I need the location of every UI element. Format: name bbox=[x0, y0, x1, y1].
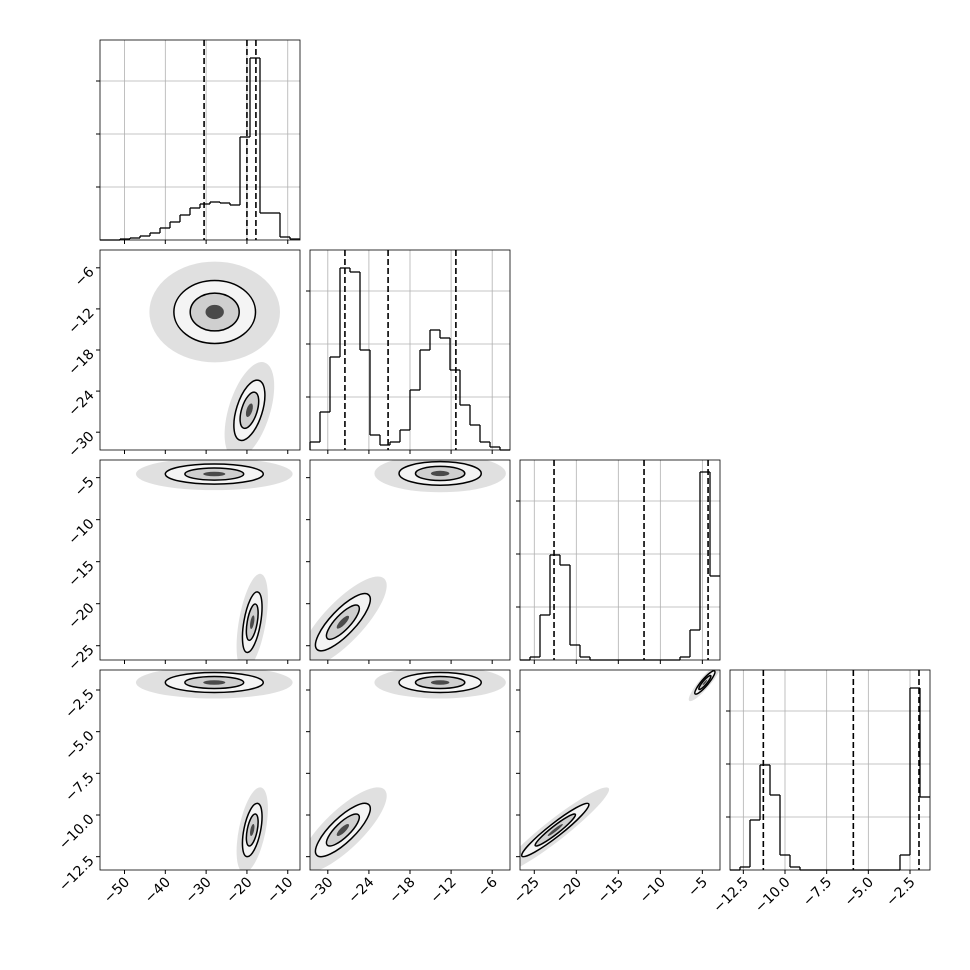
density-core bbox=[250, 823, 255, 836]
y-tick-label: −25 bbox=[65, 642, 97, 674]
x-tick-label: −30 bbox=[183, 874, 215, 906]
panel-frame bbox=[99, 249, 301, 451]
x-tick-label: −30 bbox=[304, 874, 336, 906]
y-tick-label: −12.5 bbox=[56, 853, 98, 895]
y-tick-label: −6 bbox=[72, 264, 98, 290]
density-core bbox=[203, 680, 226, 685]
y-tick-label: −5 bbox=[72, 474, 98, 500]
density-panel bbox=[520, 670, 720, 870]
density-panel bbox=[149, 261, 280, 450]
histogram-panel bbox=[306, 250, 510, 451]
x-tick-label: −12 bbox=[428, 874, 460, 906]
y-tick-label: −20 bbox=[65, 600, 97, 632]
x-tick-label: −2.5 bbox=[883, 874, 918, 909]
histogram-panel bbox=[516, 460, 720, 661]
y-tick-label: −10.0 bbox=[56, 811, 98, 853]
y-tick-label: −30 bbox=[65, 429, 97, 461]
y-tick-label: −24 bbox=[65, 387, 97, 419]
x-tick-label: −24 bbox=[345, 874, 377, 906]
panel-frame bbox=[99, 459, 301, 661]
density-core bbox=[336, 615, 350, 629]
x-tick-label: −5.0 bbox=[842, 874, 877, 909]
y-tick-label: −2.5 bbox=[62, 686, 97, 721]
y-tick-label: −5.0 bbox=[62, 728, 97, 763]
panel-frame bbox=[99, 39, 301, 241]
y-tick-label: −7.5 bbox=[62, 770, 97, 805]
x-tick-label: −10.0 bbox=[752, 874, 794, 916]
density-panel bbox=[135, 670, 293, 870]
x-tick-label: −6 bbox=[475, 874, 501, 900]
panel-frame bbox=[519, 669, 721, 871]
density-core bbox=[547, 823, 563, 836]
x-tick-label: −18 bbox=[386, 874, 418, 906]
y-tick-label: −15 bbox=[65, 558, 97, 590]
density-core bbox=[203, 471, 226, 477]
density-panel bbox=[310, 460, 506, 660]
histogram-panel bbox=[726, 670, 930, 871]
density-core bbox=[205, 304, 224, 320]
x-tick-label: −5 bbox=[685, 874, 711, 900]
density-core bbox=[702, 679, 708, 686]
panel-frame bbox=[99, 669, 301, 871]
x-tick-label: −25 bbox=[511, 874, 543, 906]
panel-frame bbox=[519, 459, 721, 661]
density-core bbox=[336, 823, 350, 836]
x-tick-label: −20 bbox=[223, 874, 255, 906]
x-tick-label: −20 bbox=[553, 874, 585, 906]
x-tick-label: −7.5 bbox=[800, 874, 835, 909]
x-tick-label: −15 bbox=[595, 874, 627, 906]
panel-frame bbox=[729, 669, 931, 871]
y-tick-label: −10 bbox=[65, 516, 97, 548]
x-tick-label: −40 bbox=[142, 874, 174, 906]
density-panel bbox=[135, 460, 293, 660]
density-core bbox=[430, 680, 450, 685]
x-tick-label: −10 bbox=[637, 874, 669, 906]
y-tick-label: −18 bbox=[65, 346, 97, 378]
density-core bbox=[430, 470, 450, 477]
x-tick-label: −10 bbox=[264, 874, 296, 906]
x-tick-label: −12.5 bbox=[710, 874, 752, 916]
histogram-panel bbox=[96, 40, 300, 241]
density-core bbox=[250, 615, 255, 629]
y-tick-label: −12 bbox=[65, 305, 97, 337]
density-panel bbox=[310, 670, 506, 870]
x-tick-label: −50 bbox=[101, 874, 133, 906]
